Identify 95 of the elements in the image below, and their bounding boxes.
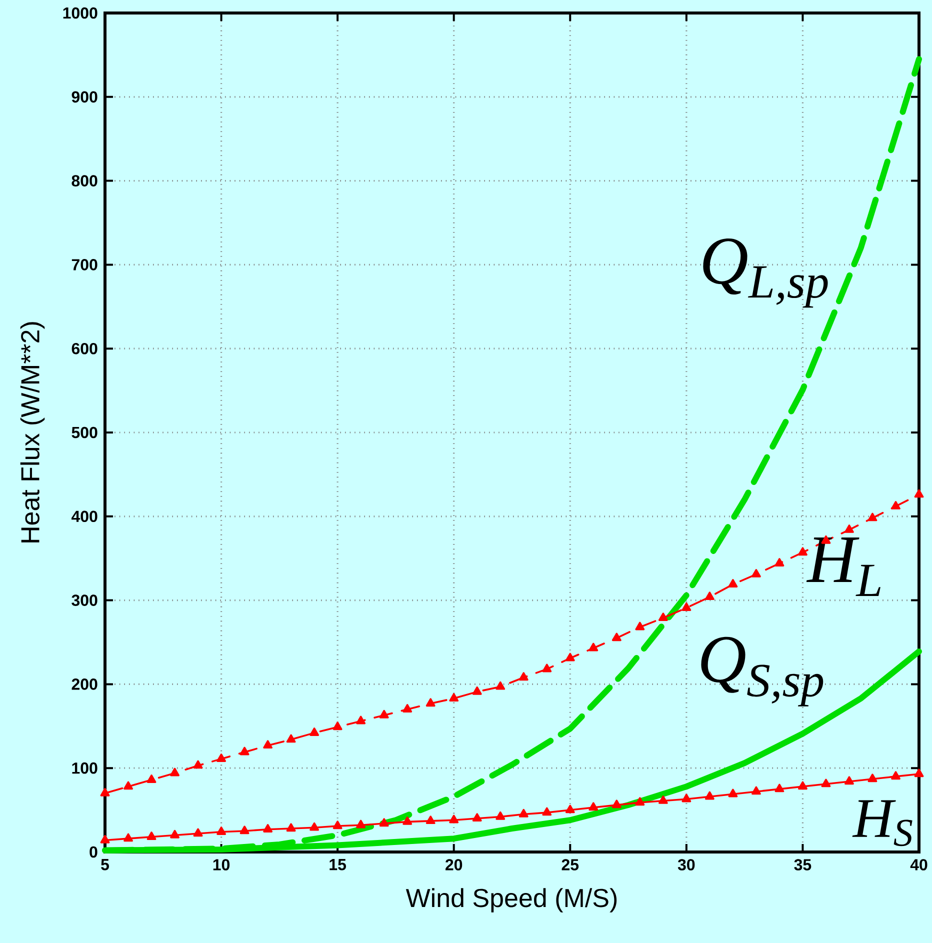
series-label: H$_{L}$ (806, 537, 880, 596)
y-tick-label: 400 (71, 510, 98, 522)
point (682, 794, 692, 802)
point (402, 816, 412, 825)
point (332, 820, 342, 830)
point (612, 632, 622, 642)
y-tick-label: 1000 (63, 7, 98, 19)
point (565, 652, 575, 662)
point (216, 826, 226, 835)
point (379, 818, 389, 827)
point (704, 592, 714, 600)
y-tick-label: 600 (72, 342, 98, 354)
point (798, 781, 808, 790)
point (635, 622, 645, 630)
point (426, 816, 436, 824)
point (868, 774, 878, 782)
y-tick-label: 900 (72, 91, 98, 103)
point (356, 716, 366, 724)
point (472, 686, 482, 695)
point (449, 693, 459, 702)
point (379, 710, 389, 718)
series-label: Q$_{L,sp}$ (703, 238, 828, 308)
y-tick-label: 100 (72, 762, 98, 774)
point (704, 791, 714, 800)
point (332, 722, 342, 730)
point (124, 781, 133, 790)
point (658, 796, 668, 804)
point (240, 826, 250, 834)
point (286, 823, 296, 832)
point (565, 804, 575, 814)
point (100, 834, 110, 844)
point (263, 824, 273, 832)
x-axis-title: Wind Speed (M/S) (406, 888, 617, 912)
point (310, 822, 320, 831)
point (728, 788, 738, 798)
point (774, 558, 784, 566)
y-tick-label: 0 (90, 846, 98, 858)
point (844, 776, 854, 785)
point (658, 612, 668, 622)
point (844, 524, 854, 533)
point (891, 771, 900, 780)
point (100, 788, 110, 796)
point (240, 746, 250, 756)
x-tick-label: 30 (678, 859, 695, 870)
point (193, 760, 203, 769)
point (588, 802, 598, 811)
point (193, 828, 203, 837)
point (496, 811, 506, 820)
point (263, 740, 273, 749)
point (542, 664, 552, 672)
point (518, 672, 528, 681)
point (728, 579, 738, 588)
x-tick-label: 15 (330, 859, 346, 870)
y-axis-title: Heat Flux (W/M**2) (20, 322, 45, 542)
x-tick-label: 10 (213, 859, 230, 870)
point (542, 807, 552, 816)
point (496, 681, 506, 690)
point (821, 778, 831, 788)
point (356, 820, 366, 828)
point (751, 568, 761, 578)
point (751, 786, 761, 795)
x-tick-label: 25 (562, 859, 579, 870)
series-label: H$_{S}$ (852, 800, 912, 846)
y-tick-label: 800 (72, 175, 98, 186)
point (518, 808, 528, 818)
point (310, 728, 320, 736)
y-tick-label: 500 (72, 426, 98, 438)
point (146, 774, 156, 783)
point (402, 704, 412, 712)
x-tick-label: 20 (446, 859, 462, 870)
point (170, 768, 180, 776)
point (449, 814, 459, 824)
point (914, 768, 924, 778)
y-tick-label: 700 (72, 259, 98, 270)
x-tick-label: 5 (101, 859, 109, 870)
y-tick-label: 200 (72, 678, 98, 690)
point (588, 642, 598, 652)
y-tick-label: 300 (72, 594, 98, 606)
point (286, 734, 296, 743)
point (426, 698, 436, 707)
point (124, 833, 133, 842)
point (146, 832, 156, 840)
point (472, 813, 482, 822)
point (868, 512, 878, 522)
point (682, 602, 692, 611)
point (891, 501, 900, 510)
point (914, 489, 924, 498)
point (216, 754, 226, 762)
series-label: Q$_{S,sp}$ (701, 636, 824, 706)
x-tick-label: 35 (794, 859, 812, 870)
point (774, 784, 784, 792)
point (612, 800, 622, 808)
point (635, 797, 645, 806)
point (170, 830, 180, 838)
x-tick-label: 40 (910, 859, 928, 870)
